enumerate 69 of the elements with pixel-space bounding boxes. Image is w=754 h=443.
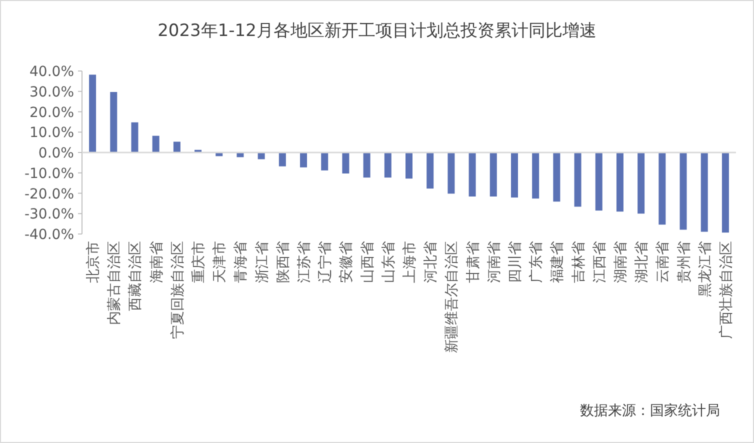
bar [342,152,350,174]
x-tick-label: 青海省 [233,241,250,283]
y-tick-label: -30.0% [24,206,74,223]
bar [595,152,602,211]
bar [468,152,476,197]
bar [448,152,455,194]
x-tick-label: 云南省 [655,241,672,283]
x-tick-label: 安徽省 [338,241,355,283]
x-tick-label: 北京市 [86,241,102,283]
bar [553,152,560,202]
x-tick-label: 广西壮族自治区 [718,241,734,339]
bar [173,142,180,152]
bar [384,152,392,178]
chart-title: 2023年1-12月各地区新开工项目计划总投资累计同比增速 [158,21,596,41]
y-tick-label: 20.0% [30,104,74,121]
x-tick-label: 西藏自治区 [128,241,144,311]
x-tick-label: 陕西省 [275,241,292,283]
x-tick-label: 河北省 [423,241,440,283]
bar [700,152,708,232]
x-tick-label: 湖南省 [612,241,629,283]
x-tick-label: 甘肃省 [465,241,482,283]
y-tick-label: 0.0% [38,146,74,162]
x-tick-label: 重庆市 [191,241,208,283]
bar [510,152,518,198]
bar [131,122,138,152]
bar [426,152,434,189]
bar [658,152,666,225]
x-tick-label: 四川省 [507,241,524,283]
bar [638,152,645,214]
bar [321,152,328,170]
x-tick-label: 江西省 [592,241,608,283]
bar [490,152,497,197]
x-tick-label: 浙江省 [254,241,270,283]
x-tick-label: 广东省 [528,241,545,283]
bar [363,152,370,178]
x-tick-label: 天津市 [212,241,228,283]
y-tick-label: 30.0% [30,84,74,100]
y-tick-label: 10.0% [30,125,74,142]
bar [406,152,412,179]
bar [152,136,160,152]
bar [532,152,540,199]
bar [722,152,729,233]
x-tick-label: 宁夏回族自治区 [170,241,186,339]
bar [680,152,687,230]
x-tick-label: 辽宁省 [318,241,334,283]
y-tick-label: -10.0% [24,166,74,182]
x-tick-label: 湖北省 [634,241,650,283]
x-tick-label: 山东省 [380,241,397,283]
y-tick-label: 40.0% [30,64,74,80]
source-note: 数据来源：国家统计局 [580,403,720,419]
bar [300,152,308,168]
bar [574,152,582,207]
bar [110,92,118,152]
x-tick-label: 河南省 [486,241,502,283]
x-tick-label: 江苏省 [296,241,313,283]
y-tick-label: -20.0% [24,186,74,202]
x-tick-label: 福建省 [550,241,566,283]
x-tick-label: 吉林省 [570,241,587,283]
x-tick-label: 新疆维吾尔自治区 [444,241,460,353]
bar [278,152,286,166]
x-tick-label: 海南省 [148,241,165,283]
x-tick-label: 贵州省 [676,241,692,283]
bar [89,74,96,152]
x-tick-label: 上海市 [402,241,418,283]
x-tick-label: 山西省 [360,241,376,283]
bar [616,152,624,212]
x-tick-label: 黑龙江省 [697,241,714,297]
y-tick-label: -40.0% [24,227,74,243]
x-tick-label: 内蒙古自治区 [106,241,123,325]
